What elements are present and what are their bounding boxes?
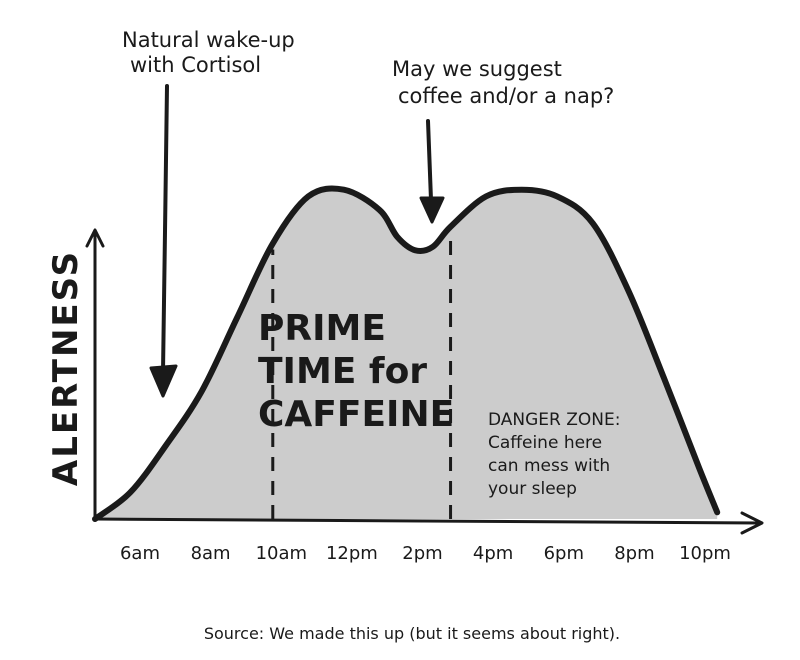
nap-arrowhead	[419, 196, 445, 224]
alertness-area-fill	[95, 188, 718, 520]
alertness-area-layer	[92, 185, 721, 522]
cortisol-arrow	[149, 84, 178, 398]
x-tick-label: 12pm	[326, 543, 378, 564]
danger-zone-line-1: DANGER ZONE:	[488, 410, 620, 430]
x-tick-label: 8am	[191, 543, 231, 564]
nap-line-2: coffee and/or a nap?	[398, 84, 614, 108]
x-axis	[93, 517, 762, 525]
cortisol-arrow-shaft	[161, 84, 169, 374]
x-tick-label: 6pm	[544, 543, 584, 564]
prime-time-line-2: TIME for	[258, 351, 427, 392]
x-tick-label: 6am	[120, 543, 160, 564]
x-tick-label: 2pm	[402, 543, 442, 564]
source-note: Source: We made this up (but it seems ab…	[204, 624, 620, 643]
y-axis-label: ALERTNESS	[46, 250, 86, 486]
nap-arrow-shaft	[426, 119, 433, 202]
danger-zone-line-3: can mess with	[488, 456, 610, 476]
x-tick-label: 10pm	[679, 543, 731, 564]
x-tick-labels: 6am 8am 10am 12pm 2pm 4pm 6pm 8pm 10pm	[120, 543, 731, 564]
cortisol-line-1: Natural wake-up	[122, 28, 295, 52]
cortisol-annotation: Natural wake-up with Cortisol	[122, 28, 295, 77]
cortisol-arrowhead	[149, 364, 178, 398]
y-axis-arrowhead	[85, 228, 105, 248]
nap-annotation: May we suggest coffee and/or a nap?	[392, 57, 614, 108]
region-dividers	[271, 232, 453, 519]
danger-zone-label: DANGER ZONE: Caffeine here can mess with…	[488, 410, 620, 499]
prime-time-line-1: PRIME	[258, 308, 386, 349]
danger-zone-line-4: your sleep	[488, 479, 577, 499]
x-tick-label: 10am	[256, 543, 307, 564]
prime-time-label: PRIME TIME for CAFFEINE	[258, 308, 454, 435]
x-tick-label: 4pm	[473, 543, 513, 564]
danger-zone-line-2: Caffeine here	[488, 433, 602, 453]
alertness-curve	[92, 185, 721, 522]
nap-line-1: May we suggest	[392, 57, 562, 81]
x-tick-label: 8pm	[614, 543, 654, 564]
nap-arrow	[419, 119, 445, 224]
prime-time-line-3: CAFFEINE	[258, 394, 454, 435]
cortisol-line-2: with Cortisol	[130, 53, 261, 77]
x-axis-arrowhead	[740, 511, 764, 535]
